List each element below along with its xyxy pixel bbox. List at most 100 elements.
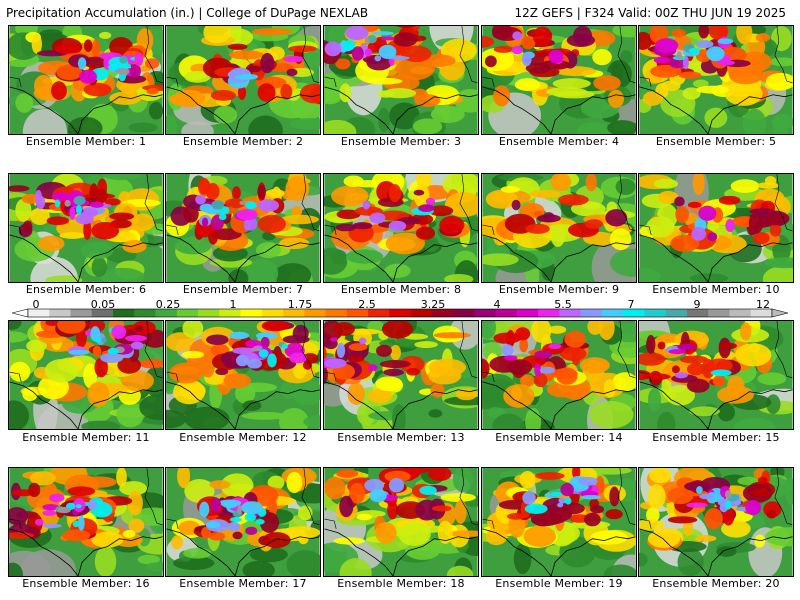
precipitation-map-plot xyxy=(165,25,321,135)
precipitation-map-plot xyxy=(323,467,479,577)
colorbar-swatch xyxy=(346,309,369,317)
ensemble-member-map xyxy=(638,320,794,430)
colorbar-swatch xyxy=(389,309,411,317)
member-caption: Ensemble Member: 4 xyxy=(498,135,620,148)
member-caption: Ensemble Member: 19 xyxy=(495,577,623,590)
precipitation-map-plot xyxy=(638,320,794,430)
ensemble-member-map xyxy=(481,25,637,135)
precipitation-map-plot xyxy=(8,320,164,430)
colorbar-tick-label: 7 xyxy=(627,298,635,311)
ensemble-member-map xyxy=(481,467,637,577)
colorbar-swatch xyxy=(113,309,135,317)
member-caption: Ensemble Member: 8 xyxy=(340,283,462,296)
product-title: Precipitation Accumulation (in.) | Colle… xyxy=(6,6,369,20)
member-caption: Ensemble Member: 9 xyxy=(498,283,620,296)
colorbar-swatch xyxy=(729,309,752,317)
member-caption: Ensemble Member: 17 xyxy=(179,577,307,590)
ensemble-member-map xyxy=(8,173,164,283)
member-caption: Ensemble Member: 13 xyxy=(337,431,465,444)
member-caption: Ensemble Member: 20 xyxy=(652,577,780,590)
precipitation-map-plot xyxy=(638,467,794,577)
colorbar-tick-label: 12 xyxy=(756,298,770,311)
colorbar-swatch xyxy=(304,309,326,317)
colorbar-tick-label: 5.5 xyxy=(554,298,572,311)
colorbar-labels: 0 0.05 0.25 1 1.75 2.5 3.25 4 5.5 7 9 12 xyxy=(0,0,800,311)
colorbar-min-arrow xyxy=(11,308,29,318)
ensemble-member-map xyxy=(323,173,479,283)
colorbar-swatch xyxy=(70,309,93,317)
ensemble-member-map xyxy=(165,320,321,430)
colorbar-swatch xyxy=(49,309,71,317)
colorbar-swatch xyxy=(708,309,730,317)
precipitation-map-plot xyxy=(481,320,637,430)
ensemble-member-map xyxy=(165,173,321,283)
colorbar-swatch xyxy=(516,309,539,317)
colorbar-swatch xyxy=(325,309,348,317)
colorbar-swatch xyxy=(431,309,454,317)
ensemble-member-map xyxy=(323,25,479,135)
colorbar-tick-label: 2.5 xyxy=(358,298,376,311)
ensemble-member-map xyxy=(323,320,479,430)
model-valid-time: 12Z GEFS | F324 Valid: 00Z THU JUN 19 20… xyxy=(514,6,786,20)
colorbar-swatch xyxy=(410,309,433,317)
colorbar-swatch xyxy=(665,309,688,317)
colorbar-swatch xyxy=(134,309,156,317)
precipitation-map-plot xyxy=(8,25,164,135)
member-caption: Ensemble Member: 12 xyxy=(179,431,307,444)
ensemble-member-map xyxy=(638,467,794,577)
precipitation-map-plot xyxy=(638,173,794,283)
ensemble-member-map xyxy=(165,467,321,577)
colorbar-tick-label: 1 xyxy=(229,298,237,311)
colorbar-tick-label: 1.75 xyxy=(287,298,313,311)
member-caption: Ensemble Member: 7 xyxy=(182,283,304,296)
ensemble-member-map xyxy=(638,173,794,283)
precipitation-map-plot xyxy=(481,467,637,577)
precipitation-map-plot xyxy=(8,173,164,283)
ensemble-member-map xyxy=(165,25,321,135)
precipitation-map-plot xyxy=(481,25,637,135)
member-caption: Ensemble Member: 16 xyxy=(22,577,150,590)
member-caption: Ensemble Member: 5 xyxy=(655,135,777,148)
member-caption: Ensemble Member: 11 xyxy=(22,431,150,444)
colorbar-swatch xyxy=(240,309,263,317)
colorbar-swatch xyxy=(559,309,581,317)
colorbar-swatch xyxy=(644,309,667,317)
member-caption: Ensemble Member: 3 xyxy=(340,135,462,148)
colorbar-swatch xyxy=(750,309,773,317)
member-caption: Ensemble Member: 6 xyxy=(25,283,147,296)
ensemble-member-map xyxy=(638,25,794,135)
precipitation-map-plot xyxy=(323,173,479,283)
precipitation-map-plot xyxy=(323,25,479,135)
member-caption: Ensemble Member: 15 xyxy=(652,431,780,444)
colorbar-swatch xyxy=(283,309,305,317)
ensemble-member-map xyxy=(8,25,164,135)
member-caption: Ensemble Member: 18 xyxy=(337,577,465,590)
precipitation-map-plot xyxy=(8,467,164,577)
colorbar-swatch xyxy=(28,309,50,317)
colorbar-swatch xyxy=(538,309,560,317)
colorbar-swatch xyxy=(623,309,645,317)
colorbar-swatch xyxy=(91,309,114,317)
colorbar-tick-label: 0.25 xyxy=(155,298,181,311)
colorbar-tick-label: 9 xyxy=(693,298,701,311)
colorbar-tick-label: 0.05 xyxy=(90,298,116,311)
colorbar-swatch xyxy=(580,309,603,317)
precipitation-map-plot xyxy=(165,320,321,430)
ensemble-member-map xyxy=(8,320,164,430)
member-caption: Ensemble Member: 2 xyxy=(182,135,304,148)
colorbar-swatch xyxy=(686,309,709,317)
colorbar-swatch xyxy=(198,309,220,317)
colorbar-max-arrow xyxy=(771,308,789,318)
ensemble-member-map xyxy=(8,467,164,577)
colorbar-swatch xyxy=(453,309,475,317)
ensemble-member-map xyxy=(323,467,479,577)
precipitation-map-plot xyxy=(481,173,637,283)
precipitation-map-plot xyxy=(323,320,479,430)
colorbar-swatch xyxy=(219,309,241,317)
ensemble-member-map xyxy=(481,320,637,430)
colorbar-tick-label: 4 xyxy=(493,298,501,311)
colorbar-swatch xyxy=(155,309,178,317)
colorbar-swatch xyxy=(176,309,199,317)
colorbar-swatch xyxy=(495,309,518,317)
